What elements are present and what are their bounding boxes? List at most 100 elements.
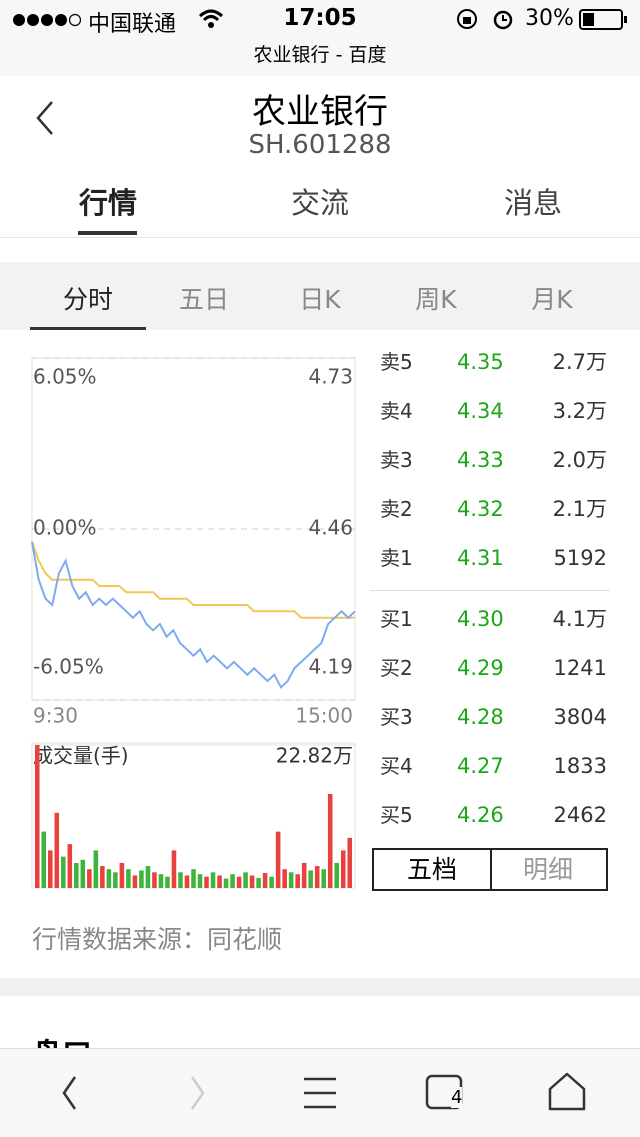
toolbar-icons [62,1072,586,1111]
book-label: 卖3 [380,448,413,472]
subtab-bar: 分时 五日 日K 周K 月K [0,262,640,330]
section-gap [0,978,640,996]
volume-bar [132,875,138,888]
volume-bar [87,869,92,888]
status-bar: 中国联通 17:05 30% 农业银行 - 百度 [0,0,640,76]
volume-bar [61,856,66,888]
y2-tick-label: -6.05% [33,655,104,679]
series-line [31,541,356,689]
status-icons [457,9,513,30]
volume-bar [145,866,151,888]
volume-bar [139,870,144,888]
signal [13,13,82,27]
volume-bar [249,875,255,888]
stock-code: SH.601288 [248,130,392,160]
volume-bar [126,869,131,888]
book-price: 4.26 [457,803,504,827]
x-tick-label: 9:30 [33,704,78,728]
volume-bar [321,869,326,888]
divider [0,237,640,238]
volume-bar [165,876,170,888]
book-price: 4.29 [457,656,504,680]
volume-bar [113,872,118,888]
volume-bar [282,869,287,888]
book-label: 买1 [380,607,413,631]
book-price: 4.28 [457,705,504,729]
volume-bar [269,876,274,888]
volume-bar [308,870,313,888]
volume-bar [106,869,112,888]
subtab[interactable]: 月K [531,285,573,314]
volume-bar [100,866,105,888]
volume-bar [54,812,60,888]
tab-indicator [78,231,137,235]
wifi [198,9,224,28]
volume-bar [34,745,40,888]
volume-bar [223,878,229,888]
button[interactable]: 明细 [490,848,608,891]
book-volume: 5192 [553,546,607,570]
subtab[interactable]: 日K [299,285,341,314]
button[interactable]: 五档 [372,848,492,891]
book-label: 买2 [380,656,413,680]
volume-bar [256,877,261,888]
volume-bar [41,831,47,888]
volume-bar [152,872,157,888]
book-volume: 2.7万 [552,350,607,374]
subtab-indicator [30,327,146,330]
book-volume: 3804 [553,705,607,729]
volume-bar [243,872,248,888]
home[interactable] [548,1072,586,1111]
book-volume: 2462 [553,803,607,827]
volume-bar [47,850,53,888]
tab[interactable]: 交流 [290,186,349,220]
book-label: 买4 [380,754,413,778]
book-price: 4.31 [457,546,504,570]
volume-bar [334,862,340,888]
volume-bar [288,872,294,888]
volume-bar [301,862,307,888]
chart-title: 成交量(手) [33,744,129,768]
time: 17:05 [283,5,357,31]
book-volume: 2.1万 [552,497,607,521]
book-volume: 1833 [553,754,607,778]
tab[interactable]: 行情 [78,186,137,220]
book-price: 4.34 [457,399,504,423]
book-price: 4.33 [457,448,504,472]
book-volume: 2.0万 [552,448,607,472]
subtab[interactable]: 分时 [62,285,113,314]
order-book: 卖5 4.35 2.7万 卖4 4.34 3.2万 卖3 4.33 2.0万 卖2 4.32 2.1万… [370,350,610,830]
book-label: 卖5 [380,350,413,374]
book-price: 4.32 [457,497,504,521]
volume-bar [204,876,209,888]
forward[interactable] [190,1076,205,1110]
volume-bar [295,874,300,888]
volume-bar [230,874,235,888]
volume-bar [210,872,216,888]
tab[interactable]: 消息 [503,186,562,220]
book-label: 买3 [380,705,413,729]
source: 行情数据来源：同花顺 [32,925,283,954]
volume-bar [178,872,183,888]
x-tick-label: 15:00 [295,704,353,728]
menu[interactable] [304,1077,336,1109]
y2-tick-label: 0.00% [33,516,97,540]
y-tick-label: 22.82万 [276,744,353,768]
y-tick-label: 4.73 [308,365,353,389]
tab-count: 4 [451,1087,463,1108]
back-button[interactable] [30,98,60,138]
book-label: 卖4 [380,399,413,423]
subtab[interactable]: 周K [415,285,457,314]
volume-bar [158,874,164,888]
volume-bar [80,859,86,888]
back[interactable] [62,1076,77,1110]
volume-bar [275,831,281,888]
volume-bar [327,794,333,888]
volume-bar [119,862,125,888]
volume-bar [314,866,320,888]
y-tick-label: 4.46 [308,516,353,540]
volume-bar [74,862,79,888]
subtab[interactable]: 五日 [178,285,229,314]
volume-bar [184,875,190,888]
